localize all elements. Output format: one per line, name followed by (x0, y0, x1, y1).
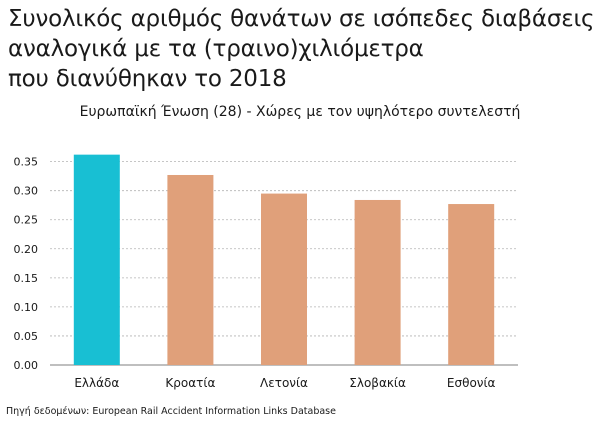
title-line-3: που διανύθηκαν το 2018 (8, 66, 287, 92)
x-tick-label: Κροατία (165, 376, 215, 390)
x-tick-label: Σλοβακία (349, 376, 406, 390)
title-line-1: Συνολικός αριθμός θανάτων σε ισόπεδες δι… (8, 6, 595, 32)
bar-chart: 0.00 0.05 0.10 0.15 0.20 0.25 0.30 0.35 Ελλάδα Κρ… (14, 154, 518, 390)
data-source-note: Πηγή δεδομένων: European Rail Accident I… (6, 406, 336, 417)
x-tick-label: Ελλάδα (74, 376, 119, 390)
bar (354, 199, 401, 365)
y-tick-label: 0.35 (14, 156, 39, 169)
y-tick-label: 0.30 (14, 185, 39, 198)
bar (261, 193, 307, 365)
y-tick-label: 0.15 (14, 272, 39, 285)
y-tick-label: 0.00 (14, 359, 39, 372)
x-tick-label: Λετονία (260, 376, 308, 390)
chart-subtitle: Ευρωπαϊκή Ένωση (28) - Χώρες με τον υψηλ… (79, 104, 521, 120)
y-tick-label: 0.05 (14, 330, 39, 343)
y-tick-label: 0.10 (14, 301, 39, 314)
y-tick-label: 0.20 (14, 243, 39, 256)
bar (167, 174, 214, 365)
title-line-2: αναλογικά με τα (τραινο)χιλιόμετρα (8, 36, 424, 62)
y-tick-label: 0.25 (14, 214, 39, 227)
x-tick-label: Εσθονία (447, 376, 496, 390)
chart-title: Συνολικός αριθμός θανάτων σε ισόπεδες δι… (8, 4, 598, 94)
bar (73, 154, 120, 365)
bar (448, 204, 495, 365)
